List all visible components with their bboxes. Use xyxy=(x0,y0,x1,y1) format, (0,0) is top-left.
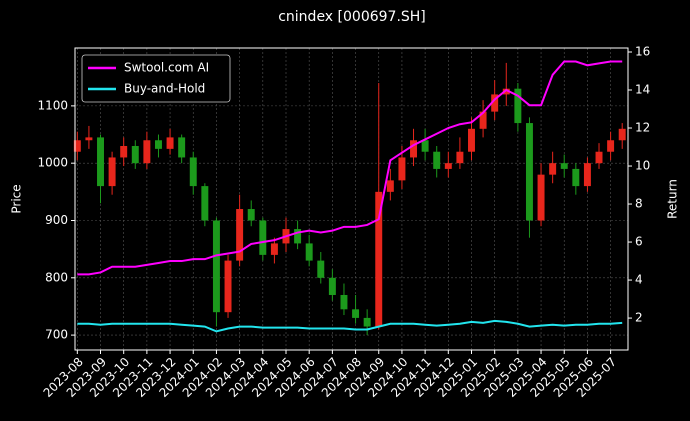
candle-body xyxy=(212,220,220,313)
candle-body xyxy=(537,174,545,221)
y2-axis-label: Return xyxy=(666,179,680,219)
candle-body xyxy=(236,209,244,261)
y-tick-label: 800 xyxy=(45,270,68,284)
candle-body xyxy=(421,140,429,152)
candle-body xyxy=(328,277,336,295)
candle-body xyxy=(514,88,522,124)
candle-body xyxy=(73,140,81,152)
candle-body xyxy=(224,260,232,313)
candle-body xyxy=(549,163,557,175)
candle-body xyxy=(502,88,510,95)
candle-body xyxy=(120,145,128,158)
candle-body xyxy=(375,191,383,327)
y-tick-label: 1000 xyxy=(37,156,68,170)
candle-body xyxy=(97,137,104,187)
legend: Swtool.com AI Buy-and-Hold xyxy=(81,54,231,103)
y2-tick-label: 16 xyxy=(635,44,650,58)
legend-label: Swtool.com AI xyxy=(124,61,209,75)
candle-body xyxy=(131,145,139,164)
candle-body xyxy=(154,140,162,149)
y2-tick-label: 2 xyxy=(635,311,643,325)
candle-body xyxy=(317,260,325,278)
candle-body xyxy=(491,94,499,112)
candle-body xyxy=(433,151,441,169)
candle-body xyxy=(108,157,116,187)
candle-body xyxy=(247,209,255,221)
candle-body xyxy=(259,220,267,255)
y2-tick-label: 4 xyxy=(635,273,643,287)
candle-body xyxy=(201,186,209,221)
candle-body xyxy=(166,137,174,149)
candle-body xyxy=(560,163,568,169)
candle-body xyxy=(178,137,186,158)
y-tick-label: 700 xyxy=(45,328,68,342)
candle-body xyxy=(444,163,452,169)
y-tick-label: 900 xyxy=(45,213,68,227)
chart-title: cnindex [000697.SH] xyxy=(278,9,426,25)
legend-box xyxy=(81,54,231,103)
plot-frame xyxy=(74,47,629,351)
y2-tick-label: 10 xyxy=(635,159,650,173)
line-series xyxy=(77,60,623,276)
candle-body xyxy=(456,151,464,164)
candle-body xyxy=(85,137,93,141)
candle-body xyxy=(572,168,580,187)
candle-body xyxy=(386,180,394,192)
line-series xyxy=(77,319,623,333)
candle-body xyxy=(305,243,313,261)
y-tick-label: 1100 xyxy=(37,98,68,112)
candle-body xyxy=(143,140,151,164)
candle-body xyxy=(525,123,533,221)
candle-body xyxy=(410,140,418,158)
candle-body xyxy=(398,157,406,181)
candle-body xyxy=(189,157,197,187)
y2-tick-label: 14 xyxy=(635,83,650,97)
y2-tick-label: 12 xyxy=(635,121,650,135)
legend-label: Buy-and-Hold xyxy=(124,82,205,96)
y-axis-label: Price xyxy=(10,184,24,213)
candle-body xyxy=(270,243,278,255)
candle-body xyxy=(607,140,615,152)
candle-body xyxy=(363,317,371,327)
candle-body xyxy=(352,309,360,318)
y2-tick-label: 8 xyxy=(635,197,643,211)
candle-body xyxy=(294,229,302,244)
candle-body xyxy=(479,111,487,129)
y2-tick-label: 6 xyxy=(635,235,643,249)
candle-body xyxy=(468,128,475,152)
candle-body xyxy=(595,151,603,164)
candle-body xyxy=(583,163,591,187)
candle-body xyxy=(340,294,348,310)
candle-body xyxy=(618,128,626,141)
